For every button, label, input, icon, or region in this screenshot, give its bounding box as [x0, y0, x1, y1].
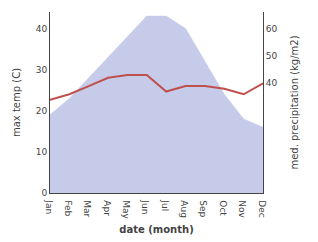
svg-text:50: 50	[266, 51, 278, 61]
svg-text:Jan: Jan	[44, 199, 54, 214]
svg-text:20: 20	[36, 106, 48, 116]
svg-text:med. precipitation (kg/m2): med. precipitation (kg/m2)	[289, 35, 300, 169]
svg-text:May: May	[121, 200, 131, 219]
svg-text:Mar: Mar	[82, 200, 92, 217]
svg-text:date (month): date (month)	[119, 224, 193, 235]
svg-text:60: 60	[266, 24, 278, 34]
svg-text:Jun: Jun	[140, 199, 150, 214]
svg-text:Aug: Aug	[179, 200, 189, 218]
svg-text:Oct: Oct	[218, 200, 228, 216]
svg-text:10: 10	[36, 147, 48, 157]
svg-text:Dec: Dec	[257, 200, 267, 217]
svg-text:Sep: Sep	[198, 200, 208, 217]
svg-text:40: 40	[266, 78, 278, 88]
svg-text:30: 30	[36, 65, 48, 75]
svg-text:max temp (C): max temp (C)	[11, 68, 22, 137]
svg-text:Jul: Jul	[160, 199, 170, 211]
svg-text:Apr: Apr	[102, 200, 112, 216]
svg-text:0: 0	[41, 188, 47, 198]
svg-text:Nov: Nov	[237, 200, 247, 218]
svg-text:40: 40	[36, 24, 48, 34]
svg-text:Feb: Feb	[63, 200, 73, 216]
